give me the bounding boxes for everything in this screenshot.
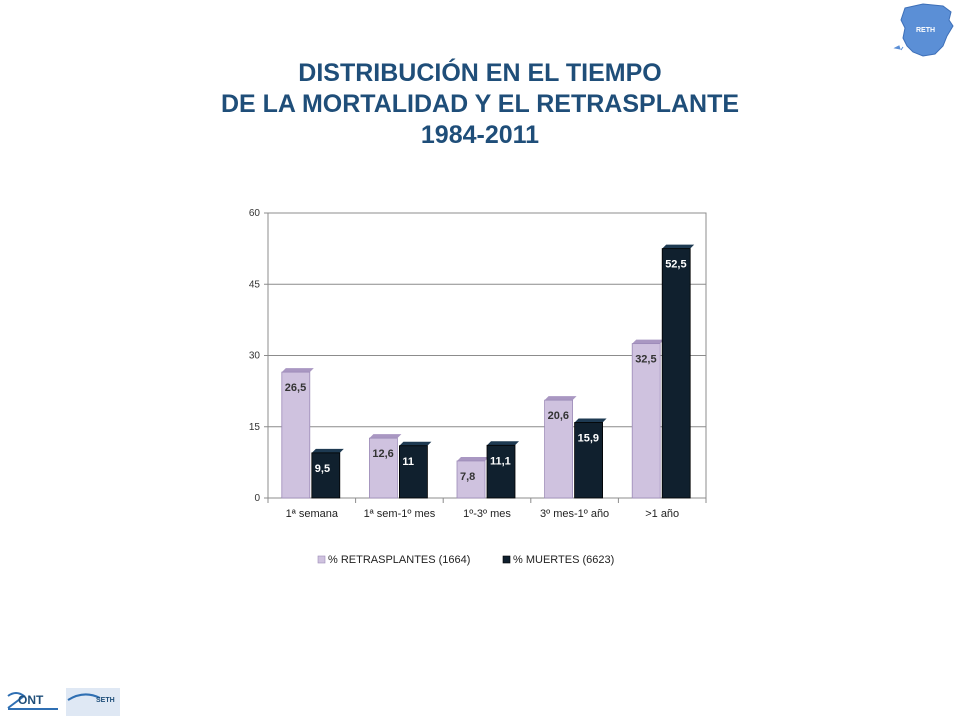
data-label: 11 bbox=[402, 456, 414, 468]
legend-swatch bbox=[317, 555, 326, 564]
y-tick-label: 30 bbox=[249, 351, 261, 362]
bar-top bbox=[574, 418, 607, 423]
data-label: 9,5 bbox=[315, 463, 330, 475]
bar-top bbox=[281, 368, 314, 373]
bar-muertes bbox=[574, 422, 603, 499]
bar-muertes bbox=[311, 452, 341, 499]
bar-top bbox=[487, 441, 519, 446]
legend-swatch bbox=[502, 555, 511, 564]
data-label: 7,8 bbox=[460, 471, 475, 483]
y-tick-label: 15 bbox=[249, 422, 261, 433]
seth-logo: SETH bbox=[66, 688, 120, 716]
y-tick-label: 45 bbox=[249, 279, 261, 290]
data-label: 11,1 bbox=[490, 455, 511, 467]
data-label: 26,5 bbox=[285, 382, 306, 394]
x-tick-label: 1ª sem-1º mes bbox=[364, 508, 436, 520]
x-tick-label: 1ª semana bbox=[286, 508, 339, 520]
bar-retrasplantes bbox=[281, 371, 311, 499]
bar-top bbox=[632, 339, 665, 344]
chart-title: DISTRIBUCIÓN EN EL TIEMPO DE LA MORTALID… bbox=[180, 58, 780, 151]
bar-top bbox=[369, 434, 402, 439]
footer-logos: ONT SETH bbox=[7, 688, 120, 716]
logo-text: RETH bbox=[916, 27, 935, 34]
bar-top bbox=[544, 396, 577, 401]
bar-retrasplantes bbox=[456, 460, 486, 499]
data-label: 32,5 bbox=[635, 354, 656, 366]
spain-map-logo: RETH bbox=[893, 3, 954, 57]
data-label: 12,6 bbox=[372, 448, 393, 460]
x-tick-label: 3º mes-1º año bbox=[540, 508, 609, 520]
bar-muertes bbox=[661, 248, 691, 499]
legend-label: % RETRASPLANTES (1664) bbox=[328, 554, 470, 566]
title-line-2: DE LA MORTALIDAD Y EL RETRASPLANTE bbox=[220, 90, 740, 118]
title-line-3: 1984-2011 bbox=[420, 121, 540, 149]
bar-muertes bbox=[486, 444, 516, 499]
bar-retrasplantes bbox=[368, 437, 398, 499]
data-label: 15,9 bbox=[578, 432, 599, 444]
bar-muertes bbox=[398, 445, 428, 499]
bar-top bbox=[311, 448, 344, 453]
ont-text: ONT bbox=[18, 693, 44, 707]
bar-top bbox=[662, 244, 695, 249]
bar-retrasplantes bbox=[544, 399, 573, 499]
title-line-1: DISTRIBUCIÓN EN EL TIEMPO bbox=[298, 59, 662, 87]
x-tick-label: 1º-3º mes bbox=[463, 508, 511, 520]
x-tick-label: >1 año bbox=[645, 508, 679, 520]
data-label: 20,6 bbox=[548, 410, 569, 422]
bar-top bbox=[457, 456, 489, 461]
bar-top bbox=[399, 441, 432, 446]
bar-retrasplantes bbox=[631, 343, 661, 499]
y-tick-label: 0 bbox=[254, 493, 260, 504]
ont-logo: ONT bbox=[7, 692, 58, 710]
data-label: 52,5 bbox=[665, 259, 686, 271]
y-tick-label: 60 bbox=[249, 208, 261, 219]
seth-text: SETH bbox=[96, 697, 115, 704]
legend-label: % MUERTES (6623) bbox=[513, 554, 614, 566]
